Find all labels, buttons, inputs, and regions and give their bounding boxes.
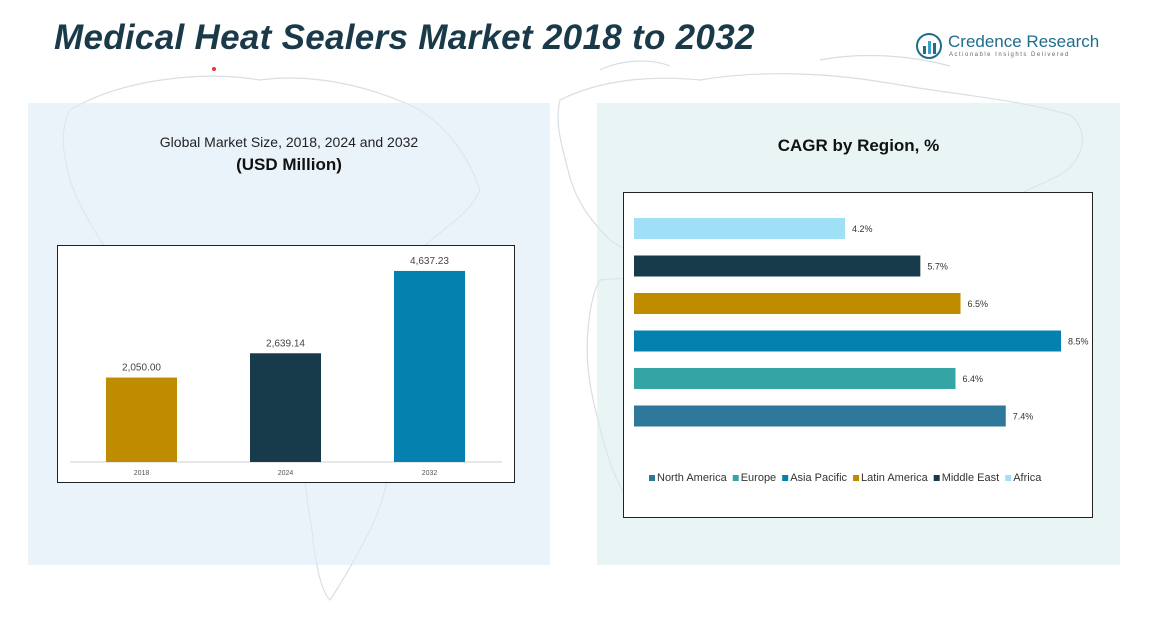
bar-north-america: [634, 405, 1006, 427]
logo-tagline: Actionable Insights Delivered: [949, 52, 1070, 58]
bar-africa: [634, 218, 845, 239]
decorative-dot: [212, 67, 216, 71]
logo-name: Credence Research: [948, 32, 1100, 51]
bar-value-label: 4,637.23: [410, 256, 449, 267]
legend-swatch: [1005, 475, 1012, 481]
legend-swatch: [933, 475, 940, 481]
bar-value-label: 7.4%: [1013, 412, 1034, 422]
bar-middle-east: [634, 255, 921, 277]
cagr-chart-frame: 4.2% 5.7% 6.5% 8.5% 6.4% 7.4% North America Eur…: [623, 192, 1093, 518]
bar-europe: [634, 368, 956, 389]
cagr-title: CAGR by Region, %: [777, 136, 940, 155]
cagr-bar-chart: 4.2% 5.7% 6.5% 8.5% 6.4% 7.4% North America Eur…: [634, 218, 1089, 484]
bar-value-label: 2,050.00: [122, 363, 161, 374]
bar-value-label: 2,639.14: [266, 338, 305, 349]
market-size-panel: Global Market Size, 2018, 2024 and 2032 …: [28, 103, 550, 565]
legend-swatch: [732, 475, 739, 481]
page-title: Medical Heat Sealers Market 2018 to 2032: [54, 18, 755, 57]
chart-legend: North America Europe Asia Pacific Latin Ame…: [649, 472, 1042, 484]
market-size-title: Global Market Size, 2018, 2024 and 2032: [159, 134, 419, 150]
bar-value-label: 5.7%: [927, 262, 948, 272]
bar-2032: [394, 270, 465, 462]
legend-swatch: [649, 475, 655, 481]
market-size-bar-chart: 2,050.00 2018 2,639.14 2024 4,637.23 2032: [70, 256, 502, 477]
logo-bars-icon: [916, 33, 942, 59]
x-tick-label: 2032: [422, 470, 438, 477]
cagr-panel: CAGR by Region, % 4.2% 5.7% 6.5% 8.5% 6.4% 7.…: [597, 103, 1120, 565]
x-tick-label: 2024: [278, 470, 294, 477]
bar-2018: [106, 377, 177, 462]
legend-item: North America: [657, 472, 728, 484]
legend-item: Asia Pacific: [790, 472, 847, 484]
legend-item: Africa: [1013, 472, 1042, 484]
bar-value-label: 4.2%: [852, 224, 873, 234]
bar-value-label: 6.5%: [968, 299, 989, 309]
bar-value-label: 6.4%: [963, 374, 984, 384]
legend-item: Middle East: [942, 472, 999, 484]
legend-swatch: [853, 475, 860, 481]
legend-item: Latin America: [861, 472, 929, 484]
market-size-unit: (USD Million): [236, 155, 342, 174]
bar-latin-america: [634, 293, 961, 314]
legend-swatch: [782, 475, 789, 481]
legend-item: Europe: [741, 472, 776, 484]
bar-asia-pacific: [634, 330, 1061, 352]
x-tick-label: 2018: [134, 470, 150, 477]
brand-logo: Credence Research Actionable Insights De…: [916, 30, 1106, 64]
market-size-chart-frame: 2,050.00 2018 2,639.14 2024 4,637.23 2032: [57, 245, 515, 483]
bar-value-label: 8.5%: [1068, 337, 1089, 347]
bar-2024: [250, 353, 321, 462]
